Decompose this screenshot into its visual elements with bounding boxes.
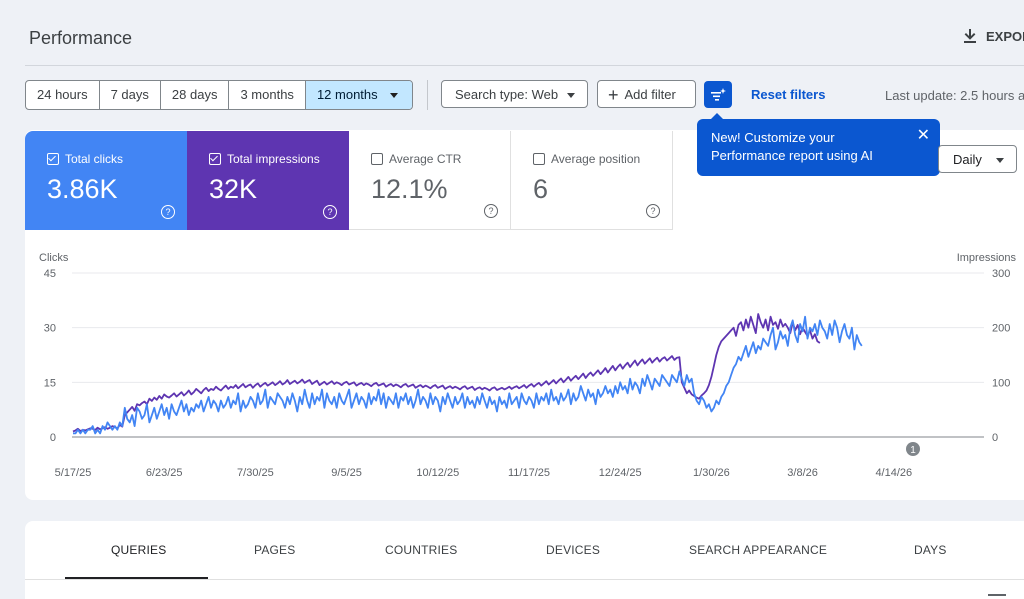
metric-average-position[interactable]: Average position 6 ? — [511, 131, 673, 230]
range-12-months[interactable]: 12 months — [305, 81, 412, 109]
series-line-impressions — [72, 313, 821, 433]
toolbar-separator — [427, 80, 428, 110]
last-update-text: Last update: 2.5 hours ago — [885, 88, 1024, 103]
tab-search-appearance[interactable]: SEARCH APPEARANCE — [689, 543, 828, 557]
caret-down-icon — [996, 158, 1004, 163]
series-line-clicks — [73, 315, 863, 435]
page-title: Performance — [29, 28, 133, 48]
download-icon — [964, 29, 976, 43]
search-type-dropdown[interactable]: Search type: Web — [441, 80, 588, 108]
checkbox-icon[interactable] — [209, 153, 221, 165]
x-tick-label: 5/17/25 — [55, 467, 92, 479]
export-label: EXPORT — [986, 28, 1024, 44]
metric-total-clicks[interactable]: Total clicks 3.86K ? — [25, 131, 187, 230]
metric-total-impressions[interactable]: Total impressions 32K ? — [187, 131, 349, 230]
date-range-selector: 24 hours 7 days 28 days 3 months 12 mont… — [25, 80, 413, 110]
x-tick-label: 11/17/25 — [508, 467, 550, 479]
x-tick-label: 4/14/26 — [875, 467, 912, 479]
tab-queries[interactable]: QUERIES — [111, 543, 167, 557]
help-icon[interactable]: ? — [161, 205, 175, 219]
annotation-badge-label: 1 — [910, 445, 916, 456]
reset-filters-link[interactable]: Reset filters — [751, 87, 826, 102]
metric-label: Total clicks — [65, 152, 124, 166]
tooltip-line-2: Performance report using AI — [711, 148, 873, 163]
metric-value: 6 — [533, 174, 549, 204]
x-tick-label: 7/30/25 — [237, 467, 274, 479]
checkbox-icon[interactable] — [533, 153, 545, 165]
metric-value: 3.86K — [47, 174, 118, 204]
x-tick-label: 10/12/25 — [416, 467, 459, 479]
x-tick-label: 6/23/25 — [146, 467, 183, 479]
x-tick-label: 12/24/25 — [599, 467, 642, 479]
annotation-badge — [906, 442, 920, 456]
right-tick-label: 200 — [992, 323, 1010, 335]
ai-customize-button[interactable] — [704, 81, 732, 108]
checkbox-icon[interactable] — [47, 153, 59, 165]
range-24-hours[interactable]: 24 hours — [26, 81, 100, 109]
tab-countries[interactable]: COUNTRIES — [385, 543, 458, 557]
filter-menu-icon[interactable] — [988, 594, 1006, 596]
right-tick-label: 100 — [992, 377, 1010, 389]
x-tick-label: 3/8/26 — [787, 467, 818, 479]
tab-devices[interactable]: DEVICES — [546, 543, 601, 557]
tabs-divider — [25, 579, 1024, 580]
x-tick-label: 9/5/25 — [331, 467, 362, 479]
left-axis-title: Clicks — [39, 252, 69, 264]
tab-pages[interactable]: PAGES — [254, 543, 296, 557]
range-7-days[interactable]: 7 days — [100, 81, 161, 109]
range-3-months[interactable]: 3 months — [229, 81, 306, 109]
granularity-dropdown[interactable]: Daily — [938, 145, 1017, 173]
help-icon[interactable]: ? — [484, 204, 498, 218]
x-tick-label: 1/30/26 — [693, 467, 730, 479]
add-filter-label: Add filter — [624, 87, 676, 102]
plus-icon: + — [608, 85, 619, 105]
ai-feature-tooltip: New! Customize your Performance report u… — [697, 113, 940, 176]
add-filter-button[interactable]: + Add filter — [597, 80, 696, 108]
close-icon[interactable]: ✕ — [916, 127, 930, 144]
help-icon[interactable]: ? — [646, 204, 660, 218]
header-divider — [25, 65, 1024, 66]
tooltip-line-1: New! Customize your — [711, 130, 835, 145]
search-type-label: Search type: Web — [455, 87, 559, 102]
left-tick-label: 30 — [44, 323, 56, 335]
granularity-label: Daily — [953, 152, 982, 167]
dimension-tabs: QUERIES PAGES COUNTRIES DEVICES SEARCH A… — [25, 521, 1024, 599]
metric-average-ctr[interactable]: Average CTR 12.1% ? — [349, 131, 511, 230]
export-button[interactable]: EXPORT — [962, 28, 1024, 44]
help-icon[interactable]: ? — [323, 205, 337, 219]
caret-down-icon — [567, 93, 575, 98]
right-axis-title: Impressions — [957, 252, 1017, 264]
metric-value: 32K — [209, 174, 258, 204]
tab-days[interactable]: DAYS — [914, 543, 947, 557]
metric-label: Average position — [551, 152, 641, 166]
left-tick-label: 45 — [44, 268, 56, 280]
right-tick-label: 300 — [992, 268, 1010, 280]
sparkle-filter-icon — [711, 87, 726, 101]
range-28-days[interactable]: 28 days — [161, 81, 230, 109]
metric-value: 12.1% — [371, 174, 448, 204]
active-tab-indicator — [65, 577, 208, 579]
right-tick-label: 0 — [992, 432, 998, 444]
left-tick-label: 15 — [44, 377, 56, 389]
metric-label: Total impressions — [227, 152, 320, 166]
checkbox-icon[interactable] — [371, 153, 383, 165]
left-tick-label: 0 — [50, 432, 56, 444]
metric-label: Average CTR — [389, 152, 462, 166]
